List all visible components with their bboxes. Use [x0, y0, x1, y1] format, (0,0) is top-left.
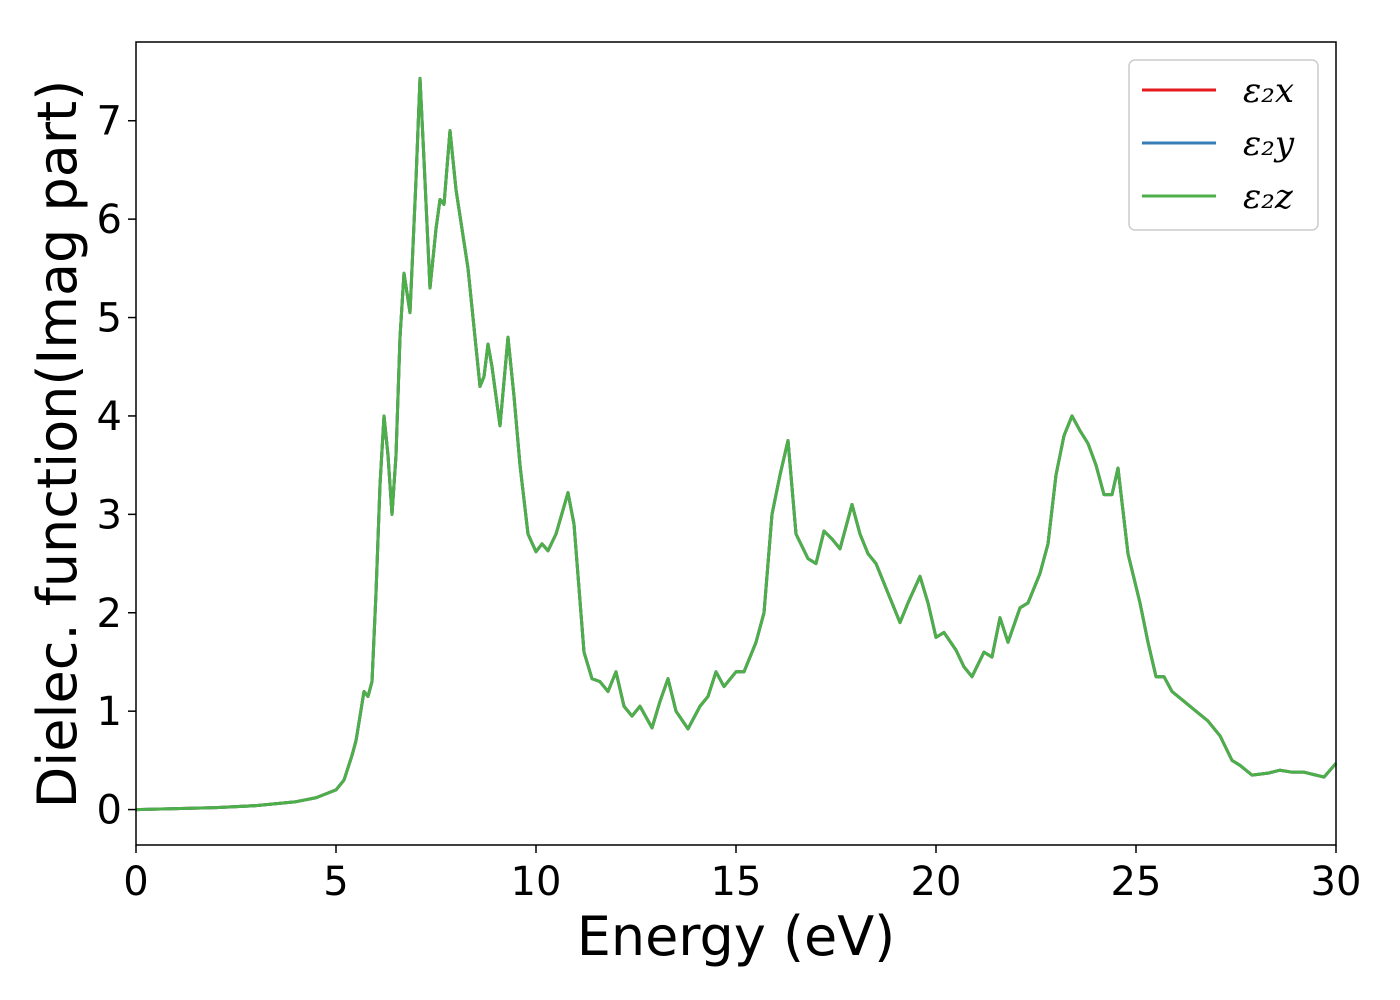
legend-box	[1128, 59, 1319, 231]
y-tick-label: 3	[97, 492, 122, 538]
series-line	[135, 76, 1338, 812]
y-tick-label: 2	[97, 591, 122, 637]
y-tick-label: 6	[97, 197, 122, 243]
x-tick-label: 10	[511, 859, 562, 905]
x-tick-label: 20	[911, 859, 962, 905]
legend-label: ε₂y	[1243, 124, 1295, 164]
x-tick-label: 15	[711, 859, 762, 905]
y-tick-label: 0	[97, 788, 122, 834]
plot-frame	[135, 41, 1337, 846]
y-tick-label: 5	[97, 296, 122, 342]
y-tick-label: 7	[97, 99, 122, 145]
x-tick-label: 5	[323, 859, 348, 905]
x-tick-label: 30	[1311, 859, 1362, 905]
y-axis-label: Dielec. function(Imag part)	[26, 80, 89, 809]
x-tick-label: 0	[123, 859, 148, 905]
y-tick-label: 4	[97, 394, 122, 440]
y-tick-label: 1	[97, 689, 122, 735]
x-axis-label: Energy (eV)	[577, 905, 896, 968]
legend-label: ε₂z	[1243, 177, 1294, 217]
x-tick-label: 25	[1111, 859, 1162, 905]
legend-label: ε₂x	[1243, 71, 1294, 111]
